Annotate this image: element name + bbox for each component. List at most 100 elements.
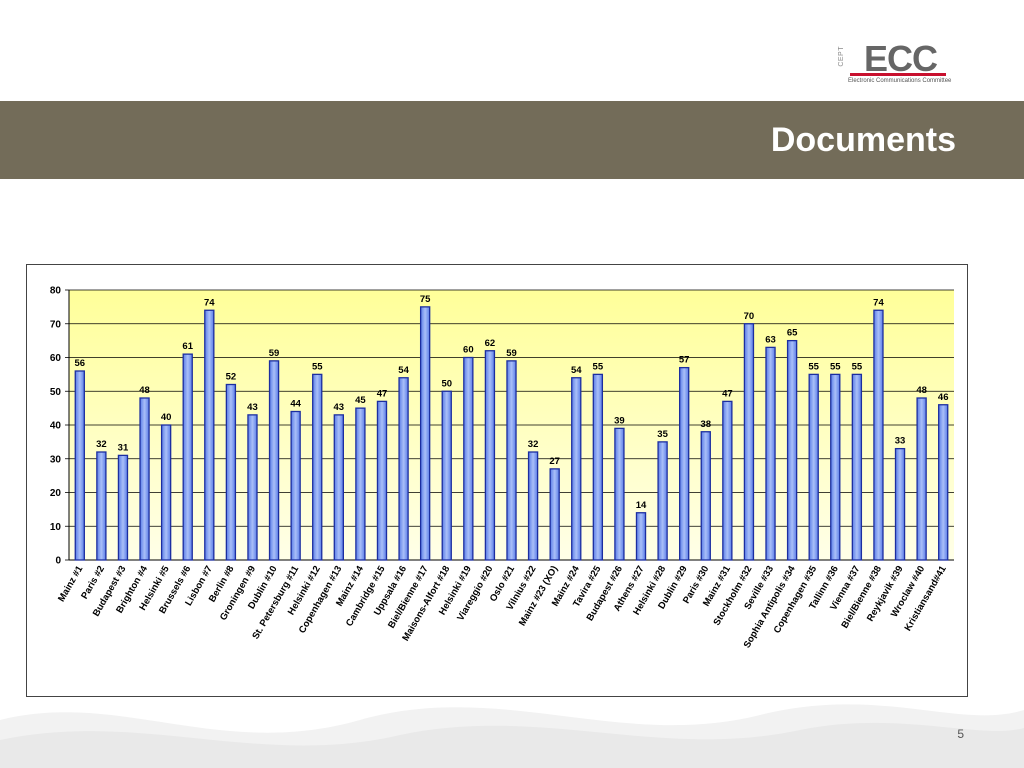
bar-value-label: 44 <box>290 399 301 410</box>
bar <box>312 373 323 561</box>
bar <box>527 451 539 561</box>
bar <box>463 356 474 561</box>
bar-value-label: 32 <box>528 439 539 450</box>
bar <box>204 309 215 561</box>
bar <box>419 306 431 561</box>
y-tick-label: 20 <box>50 488 62 499</box>
bar-value-label: 48 <box>916 385 927 396</box>
bar-value-label: 43 <box>334 402 345 413</box>
bar-value-label: 46 <box>938 392 949 403</box>
bar <box>765 346 776 561</box>
bar-value-label: 32 <box>96 439 107 450</box>
bar <box>873 309 884 561</box>
bar-value-label: 40 <box>161 412 172 423</box>
bar <box>160 424 172 561</box>
bar-value-label: 55 <box>852 361 863 372</box>
bar <box>938 404 949 561</box>
bar <box>441 390 452 561</box>
bar <box>117 454 129 561</box>
bar <box>786 339 798 561</box>
bar-value-label: 47 <box>722 388 733 399</box>
bar <box>700 431 711 561</box>
bar-value-label: 56 <box>75 358 86 369</box>
bar <box>268 360 280 561</box>
bar-value-label: 59 <box>506 348 517 359</box>
bar-value-label: 60 <box>463 345 474 356</box>
bar <box>592 373 604 561</box>
bar <box>743 323 755 561</box>
bar <box>225 383 237 561</box>
bar-value-label: 47 <box>377 388 388 399</box>
bar <box>571 377 582 561</box>
bar <box>679 366 690 561</box>
y-tick-label: 50 <box>50 387 62 398</box>
bar-value-label: 75 <box>420 294 431 305</box>
logo-subtitle: Electronic Communications Committee <box>848 78 952 84</box>
slide-title: Documents <box>770 121 956 159</box>
bar-value-label: 74 <box>204 297 215 308</box>
bar <box>830 373 841 561</box>
bar-value-label: 63 <box>765 334 776 345</box>
bar-value-label: 62 <box>485 338 496 349</box>
bar <box>657 441 668 561</box>
decorative-waves <box>0 704 1024 768</box>
bar-value-label: 54 <box>398 365 409 376</box>
bar-value-label: 27 <box>549 456 560 467</box>
bar-value-label: 31 <box>118 442 129 453</box>
title-banner: Documents <box>0 101 1024 179</box>
bar-value-label: 50 <box>441 378 452 389</box>
logo-red-bar <box>850 73 946 76</box>
bar <box>398 377 409 561</box>
bar-value-label: 38 <box>700 419 711 430</box>
bar-value-label: 14 <box>636 500 647 511</box>
bar <box>355 407 366 561</box>
bar <box>290 410 301 561</box>
bar <box>247 414 258 561</box>
logo-cept-text: CEPT <box>838 46 845 67</box>
bar-value-label: 61 <box>182 341 193 352</box>
bar <box>722 400 733 561</box>
bar <box>549 468 560 561</box>
bar-value-label: 57 <box>679 355 690 366</box>
bar-value-label: 33 <box>895 436 906 447</box>
logo-ecc-text: ECC <box>864 38 938 79</box>
bar <box>333 414 345 561</box>
bar <box>182 353 193 561</box>
bar <box>916 397 927 561</box>
bar-value-label: 39 <box>614 415 625 426</box>
bar-value-label: 74 <box>873 297 884 308</box>
bar-value-label: 45 <box>355 395 366 406</box>
bar-value-label: 48 <box>139 385 150 396</box>
bar-value-label: 43 <box>247 402 258 413</box>
bar-value-label: 59 <box>269 348 280 359</box>
bar <box>484 350 496 561</box>
bar <box>808 373 819 561</box>
bar-value-label: 55 <box>830 361 841 372</box>
bar <box>635 512 647 561</box>
ecc-logo: CEPT ECC Electronic Communications Commi… <box>838 38 952 90</box>
bar-value-label: 55 <box>312 361 323 372</box>
bar <box>139 397 150 561</box>
y-tick-label: 70 <box>50 319 62 330</box>
bar-value-label: 70 <box>744 311 755 322</box>
y-tick-label: 30 <box>50 454 62 465</box>
bar <box>96 451 107 561</box>
bar-value-label: 52 <box>226 372 237 383</box>
y-tick-label: 0 <box>55 556 61 567</box>
y-tick-label: 10 <box>50 522 62 533</box>
bar-value-label: 55 <box>808 361 819 372</box>
bar <box>376 400 388 561</box>
bar <box>851 373 863 561</box>
bar-value-label: 35 <box>657 429 668 440</box>
bar <box>74 370 85 561</box>
y-tick-label: 60 <box>50 353 62 364</box>
bar <box>506 360 517 561</box>
bar <box>614 427 625 561</box>
bar-value-label: 54 <box>571 365 582 376</box>
bar <box>894 447 906 561</box>
y-tick-label: 80 <box>50 286 62 297</box>
bar-value-label: 55 <box>593 361 604 372</box>
page-number: 5 <box>957 727 964 741</box>
chart-frame: 0 10 20 30 40 50 60 70 80 56 Mainz #1 32 Paris #2 31 B… <box>26 264 968 697</box>
